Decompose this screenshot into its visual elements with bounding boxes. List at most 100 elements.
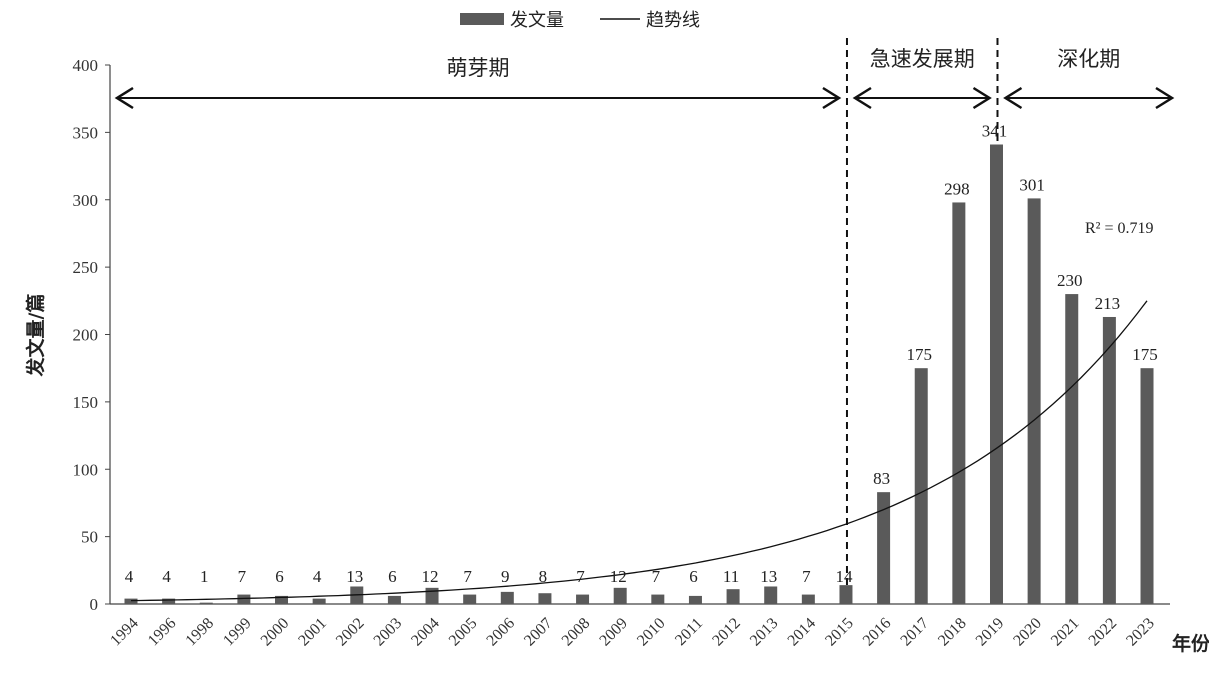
x-tick-label: 1996 — [145, 615, 180, 650]
data-label: 230 — [1057, 271, 1083, 290]
trendline — [130, 300, 1148, 602]
bar — [726, 589, 740, 604]
arrow-head-left — [1003, 86, 1023, 110]
y-tick-label: 100 — [73, 460, 99, 479]
bar — [914, 368, 928, 604]
data-label: 13 — [346, 567, 363, 586]
data-label: 7 — [802, 567, 811, 586]
x-tick-label: 2009 — [596, 615, 631, 650]
data-label: 14 — [835, 567, 853, 586]
data-label: 4 — [125, 567, 134, 586]
bar — [425, 587, 439, 604]
x-tick-label: 2002 — [333, 615, 368, 650]
x-tick-label: 2010 — [634, 615, 669, 650]
bar — [312, 598, 326, 604]
data-label: 12 — [422, 567, 439, 586]
data-label: 341 — [982, 122, 1008, 141]
x-tick-label: 2020 — [1010, 615, 1045, 650]
x-tick-label: 2022 — [1086, 615, 1121, 650]
y-tick-label: 250 — [73, 258, 99, 277]
legend-trend-label: 趋势线 — [646, 10, 700, 31]
bar — [237, 594, 251, 604]
arrow-head-right — [822, 86, 842, 110]
bar — [989, 144, 1003, 604]
bar — [538, 593, 552, 604]
data-label: 175 — [906, 345, 932, 364]
data-label: 12 — [610, 567, 627, 586]
data-label: 7 — [463, 567, 472, 586]
bar — [764, 586, 778, 604]
x-tick-label: 2016 — [860, 615, 895, 650]
data-label: 4 — [162, 567, 171, 586]
trendline-layer: R² = 0.719 — [130, 220, 1154, 602]
x-tick-label: 2014 — [785, 615, 820, 650]
x-tick-label: 2023 — [1123, 615, 1158, 650]
phase-label: 深化期 — [1057, 47, 1120, 71]
bar — [463, 594, 477, 604]
bar — [500, 591, 514, 604]
y-tick-label: 350 — [73, 123, 99, 142]
x-tick-label: 2019 — [973, 615, 1008, 650]
data-label: 6 — [275, 567, 284, 586]
r-squared-label: R² = 0.719 — [1085, 220, 1154, 237]
bar — [124, 598, 138, 604]
bar — [1140, 368, 1154, 604]
bars — [124, 144, 1154, 604]
x-tick-label: 2021 — [1048, 615, 1083, 650]
x-tick-label: 2017 — [897, 615, 932, 650]
x-tick-label: 2012 — [709, 615, 744, 650]
data-label: 301 — [1019, 175, 1045, 194]
x-tick-label: 2018 — [935, 615, 970, 650]
phase-annotations: 萌芽期 急速发展期 深化期 — [114, 38, 1175, 604]
bar — [1065, 294, 1079, 604]
y-axis-title: 发文量/篇 — [24, 294, 47, 378]
x-tick-label: 2001 — [295, 615, 330, 650]
x-tick-label: 2013 — [747, 615, 782, 650]
bar — [1027, 198, 1041, 604]
x-tick-label: 2005 — [446, 615, 481, 650]
data-label: 213 — [1095, 294, 1121, 313]
bar — [688, 595, 702, 604]
y-tick-label: 300 — [73, 191, 99, 210]
legend-bar-swatch — [460, 13, 504, 25]
bar — [877, 492, 891, 604]
bar — [387, 595, 401, 604]
data-label: 7 — [576, 567, 585, 586]
x-tick-label: 2006 — [483, 615, 518, 650]
bar — [613, 587, 627, 604]
bar — [576, 594, 590, 604]
bar — [839, 585, 853, 604]
phase-label: 萌芽期 — [446, 56, 509, 80]
data-label: 11 — [723, 567, 739, 586]
data-label: 1 — [200, 567, 209, 586]
data-label: 175 — [1132, 345, 1158, 364]
x-tick-label: 1998 — [182, 615, 217, 650]
legend: 发文量 趋势线 — [460, 10, 700, 31]
y-tick-label: 0 — [90, 595, 99, 614]
data-label: 9 — [501, 567, 510, 586]
data-label: 7 — [238, 567, 247, 586]
bar — [162, 598, 176, 604]
bar — [275, 595, 289, 604]
arrow-head-right — [972, 86, 992, 110]
data-label: 6 — [689, 567, 698, 586]
data-label: 298 — [944, 179, 970, 198]
y-tick-label: 50 — [81, 528, 98, 547]
y-tick-label: 200 — [73, 326, 99, 345]
y-tick-label: 150 — [73, 393, 99, 412]
legend-bar-label: 发文量 — [510, 10, 564, 31]
data-label: 7 — [652, 567, 661, 586]
data-label: 13 — [760, 567, 777, 586]
labels: 4 4 1 7 6 4 13 6 12 7 9 8 7 12 7 6 11 13 7 14 83 175 298 341 301… — [125, 122, 1158, 586]
x-tick-label: 2011 — [672, 615, 706, 649]
x-tick-label: 2000 — [258, 615, 293, 650]
data-label: 8 — [539, 567, 548, 586]
data-label: 4 — [313, 567, 322, 586]
x-tick-label: 2015 — [822, 615, 857, 650]
data-label: 83 — [873, 469, 890, 488]
x-tick-label: 2004 — [408, 615, 443, 650]
y-tick-label: 400 — [73, 56, 99, 75]
x-tick-label: 1994 — [107, 615, 142, 650]
bar — [199, 602, 213, 604]
